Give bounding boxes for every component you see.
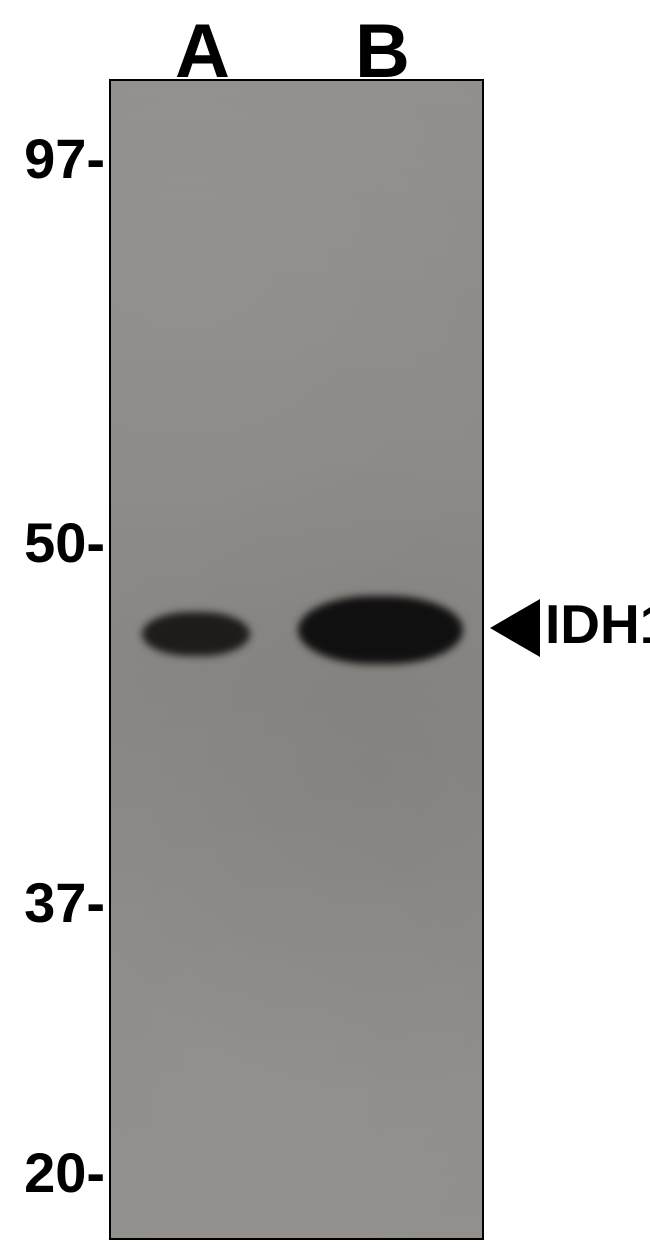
arrowhead-icon xyxy=(490,599,540,657)
western-blot-figure: A B 97- 50- 37- 20- IDH1 xyxy=(0,0,650,1250)
band-lane-a xyxy=(142,612,250,656)
blot-membrane xyxy=(109,79,484,1240)
band-lane-b xyxy=(298,596,463,664)
marker-50: 50- xyxy=(0,510,105,575)
marker-37: 37- xyxy=(0,870,105,935)
marker-97: 97- xyxy=(0,126,105,191)
protein-label: IDH1 xyxy=(545,592,650,656)
lane-label-b: B xyxy=(355,8,410,95)
lane-label-a: A xyxy=(175,8,230,95)
marker-20: 20- xyxy=(0,1140,105,1205)
